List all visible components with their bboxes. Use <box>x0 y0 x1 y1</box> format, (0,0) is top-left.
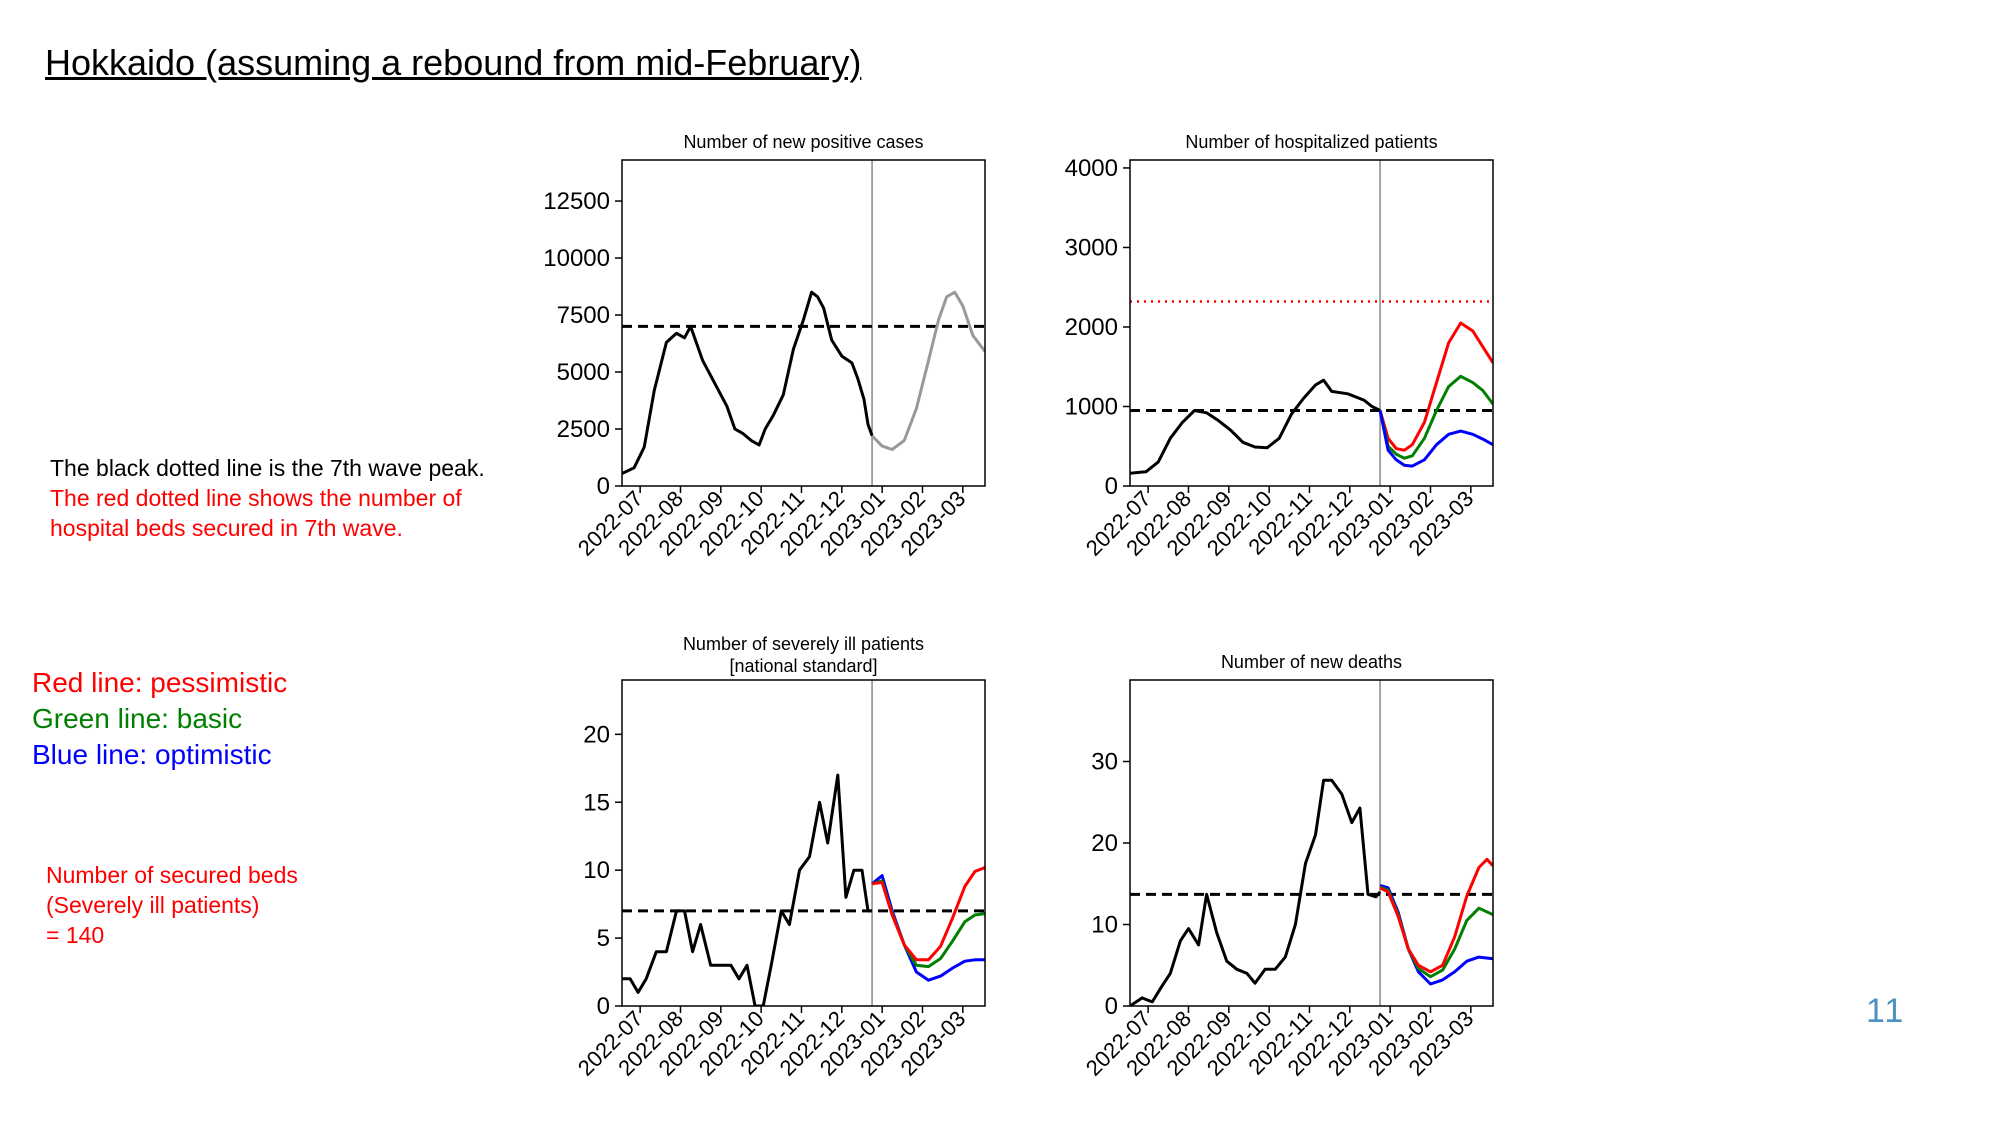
series-line-1 <box>1130 778 1382 1006</box>
y-tick-label: 10 <box>1091 912 1118 939</box>
y-tick-label: 15 <box>583 789 610 816</box>
series-line-1 <box>622 773 873 1006</box>
y-tick-label: 20 <box>583 721 610 748</box>
plot-area <box>1130 680 1493 1006</box>
chart-2: Number of hospitalized patients 0 1000 2000… <box>1065 132 1494 561</box>
y-tick-label: 0 <box>1105 473 1118 500</box>
y-tick-label: 5 <box>597 925 610 952</box>
plot-frame <box>621 679 986 1007</box>
chart-title: Number of hospitalized patients <box>1185 132 1437 152</box>
red-line-note-1: The red dotted line shows the number of <box>50 485 462 511</box>
y-tick-label: 20 <box>1091 830 1118 857</box>
y-tick-label: 30 <box>1091 749 1118 776</box>
series-line-3 <box>1379 885 1493 979</box>
series-line-4 <box>871 866 985 962</box>
y-tick-label: 0 <box>1105 993 1118 1020</box>
chart-4: Number of new deaths01020302022-072022-0… <box>1081 652 1494 1081</box>
series-line-1 <box>1130 378 1381 475</box>
plot-area <box>622 160 985 486</box>
secured-beds-note: Number of secured beds (Severely ill pat… <box>46 860 298 950</box>
y-tick-label: 4000 <box>1065 155 1118 182</box>
scenario-legend: Red line: pessimistic Green line: basic … <box>32 665 287 773</box>
plot-frame <box>621 159 986 487</box>
series-line-2 <box>1378 321 1493 452</box>
y-tick-label: 0 <box>597 993 610 1020</box>
chart-subtitle: [national standard] <box>729 656 877 676</box>
black-line-note: The black dotted line is the 7th wave pe… <box>50 455 485 481</box>
series-line-2 <box>871 290 985 451</box>
y-tick-label: 10000 <box>543 245 610 272</box>
secured-beds-line2: (Severely ill patients) <box>46 892 260 918</box>
y-tick-label: 1000 <box>1065 393 1118 420</box>
legend-green: Green line: basic <box>32 703 243 734</box>
chart-1: Number of new positive cases 0 2500 5000 750… <box>543 132 986 561</box>
y-tick-label: 10 <box>583 857 610 884</box>
y-tick-label: 7500 <box>557 302 610 329</box>
page-number: 11 <box>1866 992 1906 1030</box>
chart-title: Number of new deaths <box>1221 652 1402 672</box>
plot-frame <box>1129 159 1494 487</box>
red-line-note-2: hospital beds secured in 7th wave. <box>50 515 403 541</box>
y-tick-label: 3000 <box>1065 234 1118 261</box>
secured-beds-line1: Number of secured beds <box>46 862 298 888</box>
series-line-4 <box>1379 857 1493 974</box>
series-line-3 <box>1378 374 1493 460</box>
page-title: Hokkaido (assuming a rebound from mid-Fe… <box>45 42 862 83</box>
y-tick-label: 2000 <box>1065 314 1118 341</box>
y-tick-label: 2500 <box>557 416 610 443</box>
plot-area <box>1130 160 1493 486</box>
plot-area <box>622 680 985 1006</box>
series-line-4 <box>1378 410 1493 468</box>
plot-frame <box>1129 679 1494 1007</box>
secured-beds-line3: = 140 <box>46 922 105 948</box>
y-tick-label: 0 <box>597 473 610 500</box>
legend-red: Red line: pessimistic <box>32 667 288 698</box>
y-tick-label: 5000 <box>557 359 610 386</box>
chart-title: Number of new positive cases <box>683 132 923 152</box>
chart-3: Number of severely ill patients[national… <box>573 634 986 1081</box>
series-line-1 <box>622 290 874 475</box>
legend-blue: Blue line: optimistic <box>32 739 272 770</box>
y-tick-label: 12500 <box>543 188 610 215</box>
series-line-2 <box>871 874 985 982</box>
chart-title: Number of severely ill patients <box>683 634 924 654</box>
series-line-3 <box>871 879 985 969</box>
